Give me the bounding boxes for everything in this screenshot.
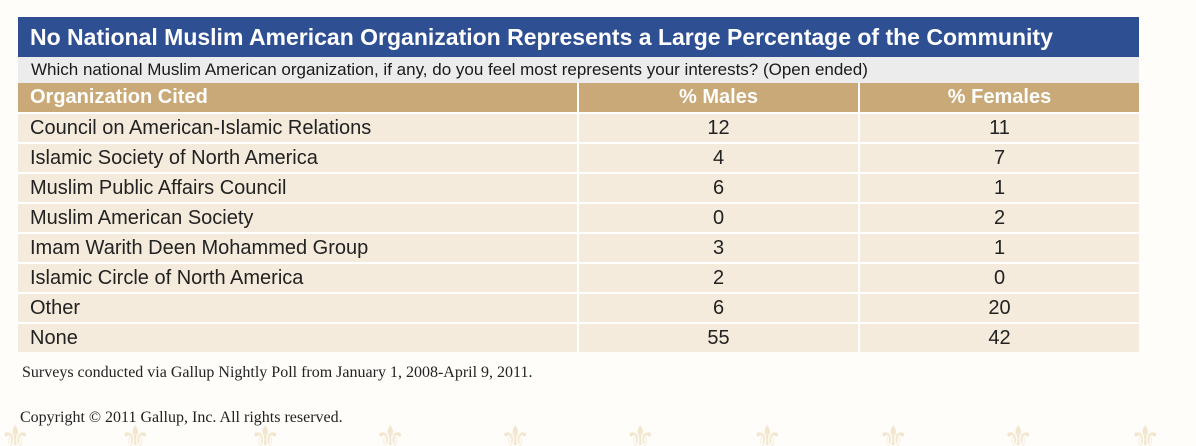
data-table: Organization Cited % Males % Females Cou… bbox=[18, 83, 1139, 352]
males-cell: 4 bbox=[577, 142, 859, 173]
table-row: Islamic Society of North America 4 7 bbox=[18, 142, 1139, 173]
fleur-de-lis-icon: ⚜ bbox=[625, 419, 656, 446]
males-cell: 6 bbox=[577, 292, 859, 323]
fleur-de-lis-icon: ⚜ bbox=[1130, 419, 1161, 446]
copyright-text: Copyright © 2011 Gallup, Inc. All rights… bbox=[20, 409, 343, 426]
fleur-de-lis-icon: ⚜ bbox=[250, 419, 281, 446]
organization-cell: None bbox=[18, 322, 578, 352]
females-cell: 2 bbox=[858, 202, 1139, 233]
organization-cell: Other bbox=[18, 292, 578, 323]
table-row: None 55 42 bbox=[18, 322, 1139, 352]
table-row: Council on American-Islamic Relations 12… bbox=[18, 112, 1139, 143]
males-cell: 3 bbox=[577, 232, 859, 263]
table-row: Other 6 20 bbox=[18, 292, 1139, 323]
males-cell: 12 bbox=[577, 112, 859, 143]
organization-cell: Islamic Society of North America bbox=[18, 142, 578, 173]
survey-note: Surveys conducted via Gallup Nightly Pol… bbox=[22, 364, 533, 381]
males-cell: 55 bbox=[577, 322, 859, 352]
fleur-de-lis-icon: ⚜ bbox=[752, 419, 783, 446]
table-row: Imam Warith Deen Mohammed Group 3 1 bbox=[18, 232, 1139, 263]
females-cell: 11 bbox=[858, 112, 1139, 143]
females-cell: 7 bbox=[858, 142, 1139, 173]
fleur-de-lis-icon: ⚜ bbox=[375, 419, 406, 446]
organization-cell: Council on American-Islamic Relations bbox=[18, 112, 578, 143]
table-row: Muslim Public Affairs Council 6 1 bbox=[18, 172, 1139, 203]
females-cell: 0 bbox=[858, 262, 1139, 293]
column-header-females: % Females bbox=[858, 83, 1139, 113]
organization-cell: Muslim Public Affairs Council bbox=[18, 172, 578, 203]
watermark-pattern: ⚜ ⚜ ⚜ ⚜ ⚜ ⚜ ⚜ ⚜ ⚜ ⚜ bbox=[0, 405, 1196, 446]
column-header-males: % Males bbox=[577, 83, 859, 113]
fleur-de-lis-icon: ⚜ bbox=[878, 419, 909, 446]
males-cell: 0 bbox=[577, 202, 859, 233]
fleur-de-lis-icon: ⚜ bbox=[500, 419, 531, 446]
males-cell: 2 bbox=[577, 262, 859, 293]
females-cell: 1 bbox=[858, 172, 1139, 203]
organization-cell: Muslim American Society bbox=[18, 202, 578, 233]
females-cell: 42 bbox=[858, 322, 1139, 352]
table-row: Islamic Circle of North America 2 0 bbox=[18, 262, 1139, 293]
females-cell: 1 bbox=[858, 232, 1139, 263]
column-header-organization: Organization Cited bbox=[18, 83, 578, 113]
table-card: No National Muslim American Organization… bbox=[18, 17, 1139, 352]
chart-title: No National Muslim American Organization… bbox=[18, 17, 1139, 57]
header-row: Organization Cited % Males % Females bbox=[18, 83, 1139, 113]
fleur-de-lis-icon: ⚜ bbox=[120, 419, 151, 446]
males-cell: 6 bbox=[577, 172, 859, 203]
fleur-de-lis-icon: ⚜ bbox=[0, 419, 31, 446]
organization-cell: Islamic Circle of North America bbox=[18, 262, 578, 293]
fleur-de-lis-icon: ⚜ bbox=[1003, 419, 1034, 446]
table-row: Muslim American Society 0 2 bbox=[18, 202, 1139, 233]
chart-subtitle: Which national Muslim American organizat… bbox=[18, 57, 1139, 83]
females-cell: 20 bbox=[858, 292, 1139, 323]
organization-cell: Imam Warith Deen Mohammed Group bbox=[18, 232, 578, 263]
